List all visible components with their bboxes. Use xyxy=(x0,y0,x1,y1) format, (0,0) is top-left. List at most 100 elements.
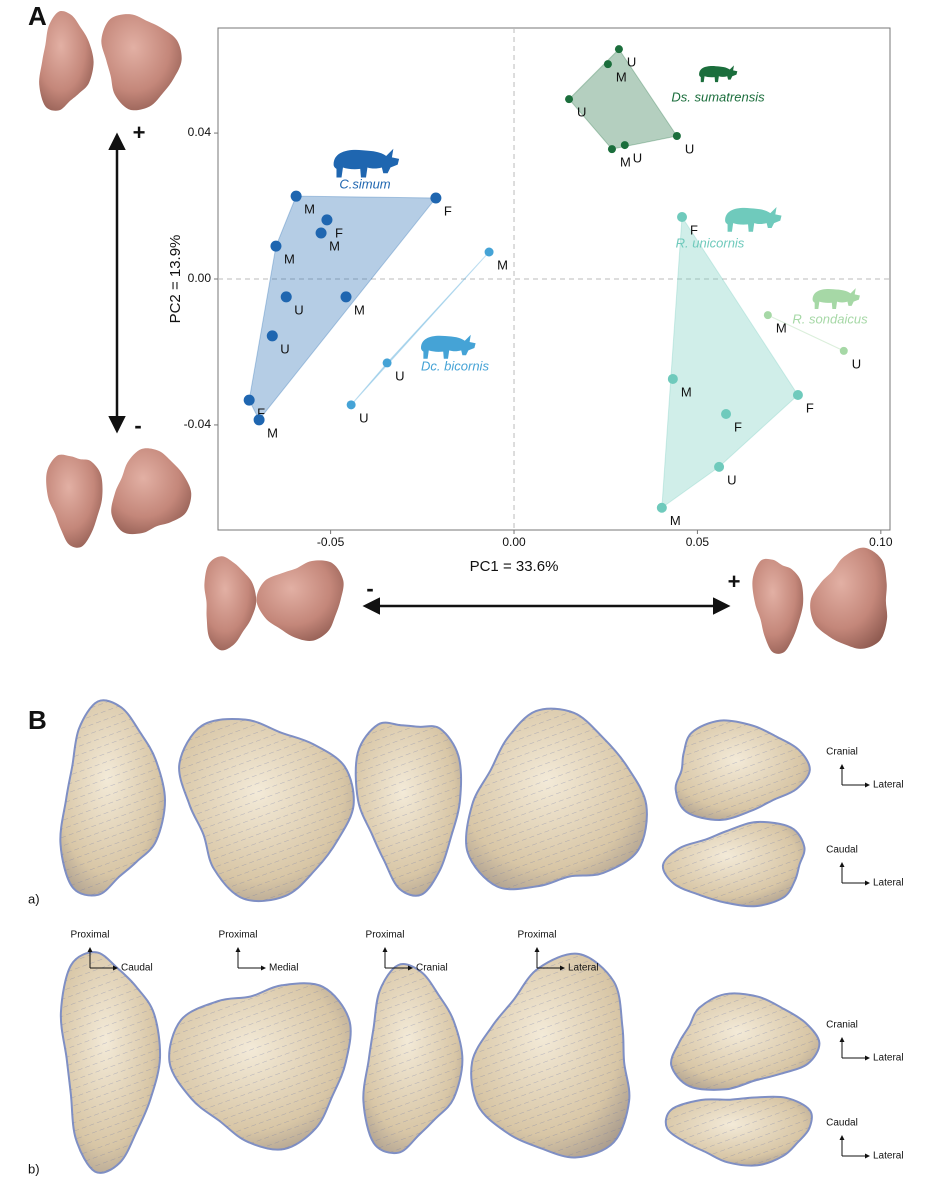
point xyxy=(763,311,772,320)
x-tick-label: 0.05 xyxy=(686,535,710,549)
point-label: U xyxy=(627,55,636,70)
hull xyxy=(767,314,844,352)
point-label: M xyxy=(681,384,692,399)
point-label: U xyxy=(852,356,861,371)
point-label: F xyxy=(806,400,814,415)
point xyxy=(346,400,356,410)
legend-entry: C.simum xyxy=(339,176,390,191)
point-label: F xyxy=(734,419,742,434)
y-tick-label: 0.04 xyxy=(188,125,212,139)
legend-entry: R. sondaicus xyxy=(792,311,868,326)
bone-render xyxy=(46,454,103,548)
point xyxy=(340,291,352,303)
x-tick-label: 0.00 xyxy=(502,535,526,549)
point-label: F xyxy=(444,203,452,218)
legend-entry: R. unicornis xyxy=(676,235,745,250)
point-label: U xyxy=(280,341,289,356)
x-axis-label: PC1 = 33.6% xyxy=(470,558,559,575)
bone-render-mesh xyxy=(465,708,647,890)
point xyxy=(672,131,681,140)
y-tick-label: 0.00 xyxy=(188,271,212,285)
point xyxy=(792,390,803,401)
point-label: F xyxy=(690,222,698,237)
point-label: U xyxy=(395,368,404,383)
bone-render-mesh xyxy=(675,720,810,821)
point xyxy=(266,330,278,342)
row-label: a) xyxy=(28,891,40,906)
point-label: M xyxy=(304,202,315,217)
legend-entry: Dc. bicornis xyxy=(421,358,489,373)
orientation-label: Caudal xyxy=(121,963,153,974)
bone-render xyxy=(752,558,804,654)
orientation-label: Proximal xyxy=(366,930,405,941)
point xyxy=(290,190,302,202)
sign: - xyxy=(134,413,141,438)
bone-render-mesh xyxy=(179,719,354,902)
point-label: M xyxy=(267,425,278,440)
bone-render-mesh xyxy=(665,1096,812,1166)
orientation-label: Lateral xyxy=(873,1053,904,1064)
bone-render-mesh xyxy=(671,993,820,1090)
x-tick-label: 0.10 xyxy=(869,535,893,549)
point xyxy=(280,291,292,303)
point xyxy=(839,346,848,355)
orientation-label: Proximal xyxy=(219,930,258,941)
orientation-label: Cranial xyxy=(416,963,448,974)
bone-render-mesh xyxy=(363,964,463,1154)
orientation-label: Cranial xyxy=(826,1020,858,1031)
point xyxy=(565,95,574,104)
legend-entry: Ds. sumatrensis xyxy=(671,89,765,104)
bone-render-mesh xyxy=(169,983,351,1150)
point xyxy=(603,60,612,69)
species-icon xyxy=(333,148,400,178)
y-tick-label: -0.04 xyxy=(184,417,212,431)
point-label: U xyxy=(727,472,736,487)
bone-render-mesh xyxy=(355,722,461,896)
bone-render-mesh xyxy=(60,952,161,1173)
orientation-label: Lateral xyxy=(873,780,904,791)
point xyxy=(620,141,629,150)
point-label: M xyxy=(616,70,627,85)
point xyxy=(315,227,327,239)
row-label: b) xyxy=(28,1161,40,1176)
bone-render xyxy=(111,448,192,535)
bone-render xyxy=(204,556,257,651)
bone-render xyxy=(256,560,344,642)
orientation-label: Proximal xyxy=(71,930,110,941)
bone-render xyxy=(39,11,94,111)
point xyxy=(243,394,255,406)
panel-label: B xyxy=(28,705,47,735)
orientation-label: Proximal xyxy=(518,930,557,941)
bone-render-mesh xyxy=(60,700,166,896)
point-label: M xyxy=(497,257,508,272)
orientation-label: Caudal xyxy=(826,845,858,856)
orientation-label: Lateral xyxy=(873,1151,904,1162)
point xyxy=(714,461,725,472)
point xyxy=(667,373,678,384)
species-icon xyxy=(421,334,476,359)
species-icon xyxy=(699,65,738,83)
point-label: M xyxy=(329,238,340,253)
hull xyxy=(661,215,799,509)
sign: + xyxy=(133,120,146,145)
orientation-label: Caudal xyxy=(826,1118,858,1129)
bone-render-mesh xyxy=(471,953,630,1158)
point-label: F xyxy=(257,406,265,421)
bone-render xyxy=(810,547,888,649)
point-label: U xyxy=(685,141,694,156)
point xyxy=(721,408,732,419)
point-label: U xyxy=(359,410,368,425)
bone-render xyxy=(101,14,182,111)
point xyxy=(321,214,333,226)
species-icon xyxy=(812,288,860,309)
panel-label: A xyxy=(28,1,47,31)
hull xyxy=(568,48,678,150)
point-label: M xyxy=(354,302,365,317)
point-label: U xyxy=(294,302,303,317)
point xyxy=(430,192,442,204)
point xyxy=(253,414,265,426)
species-icon xyxy=(725,206,782,232)
point-label: M xyxy=(620,155,631,170)
